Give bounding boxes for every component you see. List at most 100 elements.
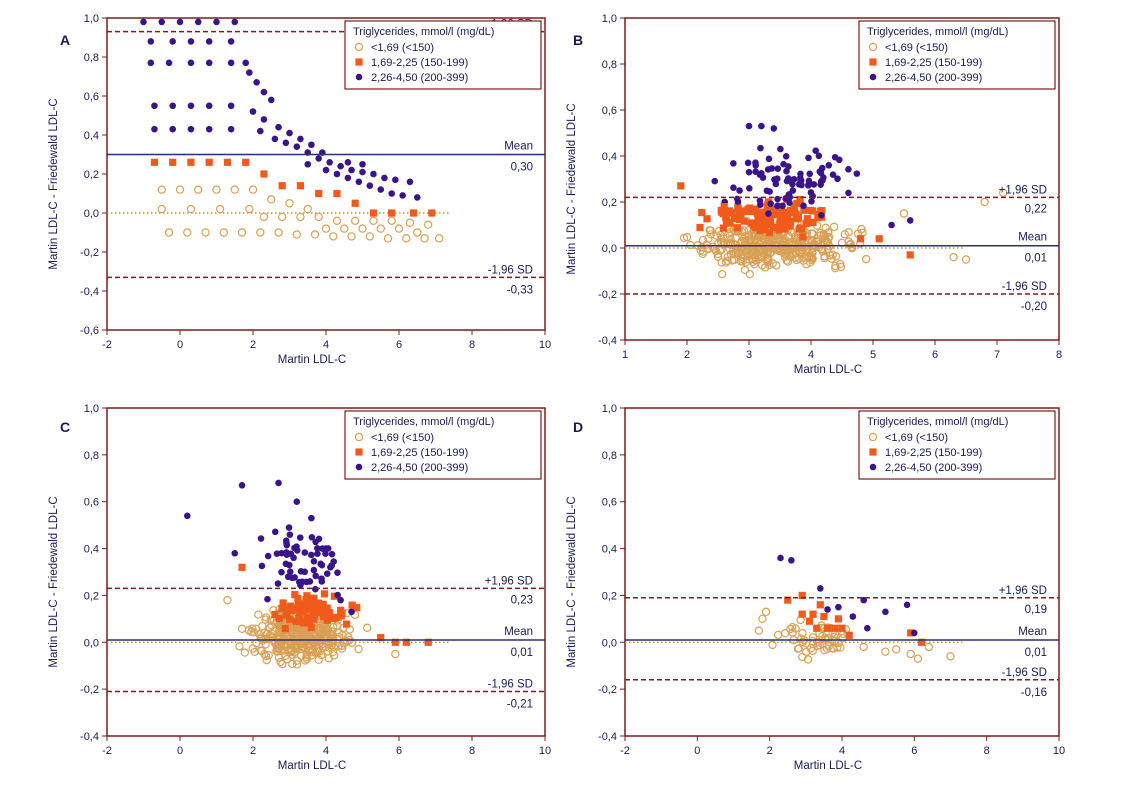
y-tick-label: -0,4 <box>80 286 99 298</box>
data-point-mid-tg <box>287 602 295 610</box>
data-point-mid-tg <box>260 170 268 178</box>
data-point-mid-tg <box>150 158 159 166</box>
x-tick-label: 5 <box>870 349 876 361</box>
mean-label: Mean <box>504 626 533 638</box>
data-point-mid-tg <box>917 638 926 646</box>
data-point-high-tg <box>258 562 266 570</box>
data-point-high-tg <box>314 550 321 558</box>
y-axis-label: Martin LDL-C - Friedewald LDL-C <box>48 98 60 269</box>
data-point-low-tg <box>285 199 294 208</box>
data-point-high-tg <box>825 161 833 169</box>
data-point-high-tg <box>805 154 812 162</box>
data-point-low-tg <box>240 648 250 657</box>
data-point-high-tg <box>810 181 818 188</box>
legend-entry: 1,69-2,25 (150-199) <box>885 447 982 459</box>
data-point-high-tg <box>187 59 195 67</box>
data-point-high-tg <box>344 159 352 166</box>
data-point-low-tg <box>831 252 841 261</box>
data-point-mid-tg <box>332 613 341 622</box>
data-point-mid-tg <box>281 624 289 633</box>
data-point-mid-tg <box>305 615 313 623</box>
legend-marker <box>868 42 878 52</box>
data-point-high-tg <box>187 38 195 45</box>
data-point-low-tg <box>813 638 823 647</box>
data-point-low-tg <box>706 230 715 239</box>
data-point-low-tg <box>786 624 795 634</box>
legend-marker <box>868 432 878 442</box>
data-point-mid-tg <box>242 158 250 166</box>
data-point-low-tg <box>303 204 312 214</box>
y-tick-label: 0,2 <box>84 169 99 181</box>
data-point-low-tg <box>329 651 339 660</box>
legend-entry: 2,26-4,50 (200-399) <box>371 72 468 84</box>
data-point-low-tg <box>775 246 784 256</box>
data-point-low-tg <box>829 222 839 232</box>
data-point-high-tg <box>772 180 780 188</box>
data-point-low-tg <box>338 630 347 640</box>
data-point-low-tg <box>754 626 764 635</box>
data-point-mid-tg <box>845 631 853 639</box>
legend: Triglycerides, mmol/l (mg/dL) <1,69 (<150… <box>858 410 1056 480</box>
data-point-low-tg <box>394 224 404 233</box>
data-point-high-tg <box>297 135 304 143</box>
data-point-low-tg <box>292 660 302 669</box>
data-point-mid-tg <box>794 215 802 223</box>
x-tick-label: 8 <box>469 745 475 757</box>
data-point-high-tg <box>257 127 264 135</box>
data-point-mid-tg <box>294 594 302 603</box>
data-point-low-tg <box>405 218 415 227</box>
x-tick-label: 0 <box>177 339 183 351</box>
data-point-low-tg <box>280 646 289 655</box>
data-point-low-tg <box>365 232 374 241</box>
data-point-high-tg <box>308 514 315 522</box>
upper-limit-label: +1,96 SD <box>999 184 1047 196</box>
mean-label: Mean <box>1018 232 1047 244</box>
data-point-high-tg <box>293 143 301 150</box>
data-point-mid-tg <box>857 235 865 243</box>
y-tick-label: 0,4 <box>602 151 617 163</box>
data-point-mid-tg <box>730 214 739 222</box>
data-point-high-tg <box>864 624 871 632</box>
x-tick-label: -2 <box>102 339 112 351</box>
data-point-low-tg <box>300 643 309 652</box>
mean-label: Mean <box>504 141 533 153</box>
data-point-low-tg <box>728 247 738 256</box>
data-point-mid-tg <box>205 158 213 166</box>
data-point-low-tg <box>999 188 1008 197</box>
data-point-high-tg <box>806 170 814 178</box>
data-point-low-tg <box>924 642 934 652</box>
data-point-low-tg <box>244 626 254 635</box>
data-point-mid-tg <box>353 604 361 612</box>
data-point-low-tg <box>245 204 254 214</box>
data-point-low-tg <box>821 223 830 233</box>
y-tick-label: -0,2 <box>80 684 99 696</box>
data-point-high-tg <box>334 591 341 599</box>
data-point-high-tg <box>348 608 355 616</box>
data-point-high-tg <box>296 534 304 541</box>
data-point-low-tg <box>859 642 868 652</box>
x-axis-label: Martin LDL-C <box>278 354 346 366</box>
data-point-mid-tg <box>907 629 915 637</box>
data-point-mid-tg <box>752 223 760 232</box>
data-point-mid-tg <box>799 233 807 241</box>
data-point-high-tg <box>169 38 176 45</box>
data-point-low-tg <box>362 623 372 632</box>
legend-box <box>858 410 1056 480</box>
data-point-low-tg <box>821 231 830 241</box>
data-point-low-tg <box>791 253 800 262</box>
data-point-high-tg <box>275 479 282 487</box>
data-point-high-tg <box>815 152 823 160</box>
legend-title: Triglycerides, mmol/l (mg/dL) <box>867 416 1008 428</box>
data-point-low-tg <box>824 232 834 242</box>
data-point-high-tg <box>158 18 166 26</box>
legend-marker <box>354 432 364 442</box>
y-tick-label: 1,0 <box>84 13 99 25</box>
data-point-mid-tg <box>796 224 805 232</box>
data-point-high-tg <box>285 524 293 531</box>
x-tick-label: -2 <box>102 745 112 757</box>
data-point-high-tg <box>763 187 771 195</box>
data-point-low-tg <box>822 644 832 653</box>
data-point-high-tg <box>355 73 363 81</box>
data-point-high-tg <box>808 197 815 205</box>
data-point-high-tg <box>812 147 819 155</box>
